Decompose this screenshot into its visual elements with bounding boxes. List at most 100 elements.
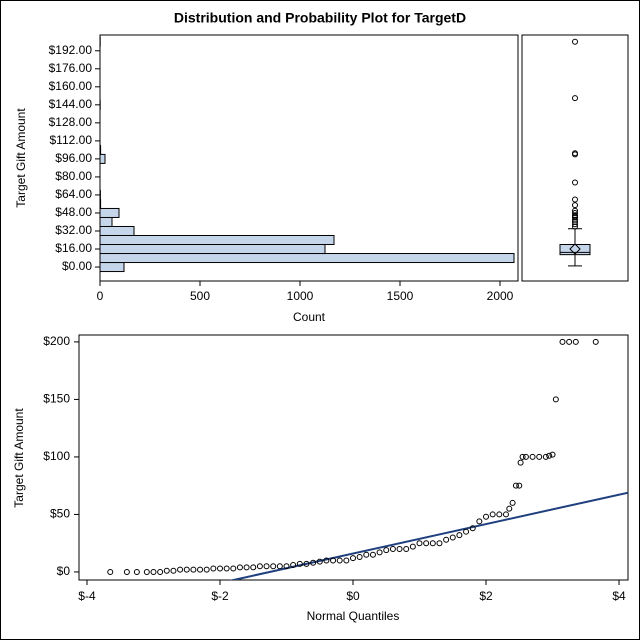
point: [443, 536, 450, 543]
x-tick-label: 1500: [387, 289, 414, 303]
point: [542, 453, 549, 460]
point: [463, 528, 470, 535]
point: [409, 543, 416, 550]
point: [502, 511, 509, 518]
point: [536, 453, 543, 460]
point: [150, 568, 157, 575]
y-tick-label: $80.00: [55, 169, 92, 183]
point: [559, 338, 566, 345]
point: [403, 545, 410, 552]
point: [429, 540, 436, 547]
y-tick-label: $0.00: [62, 259, 92, 273]
point: [469, 525, 476, 532]
point: [512, 482, 519, 489]
point: [243, 564, 250, 571]
point: [250, 564, 257, 571]
point: [549, 451, 556, 458]
y-tick-label: $64.00: [55, 187, 92, 201]
y-tick-label: $100: [43, 449, 70, 463]
point: [316, 558, 323, 565]
x-tick-label: $0: [346, 589, 360, 603]
point: [170, 567, 177, 574]
point: [436, 540, 443, 547]
bar: [99, 225, 135, 236]
y-tick-label: $0: [57, 564, 71, 578]
x-tick-label: $-2: [211, 589, 229, 603]
y-tick-label: $128.00: [49, 115, 93, 129]
point: [572, 338, 579, 345]
outlier: [572, 209, 578, 216]
point: [290, 562, 297, 569]
outlier: [572, 196, 578, 203]
point: [323, 557, 330, 564]
point: [223, 565, 230, 572]
point: [496, 511, 503, 518]
point: [356, 553, 363, 560]
y-tick-label: $150: [43, 392, 70, 406]
point: [143, 568, 150, 575]
point: [296, 560, 303, 567]
point: [509, 499, 516, 506]
outlier: [572, 202, 578, 209]
point: [517, 459, 524, 466]
x-tick-label: 2000: [487, 289, 514, 303]
point: [276, 563, 283, 570]
x-tick-label: $4: [612, 589, 626, 603]
outlier: [572, 150, 578, 157]
point: [216, 565, 223, 572]
y-tick-label: $48.00: [55, 205, 92, 219]
x-axis-label: Normal Quantiles: [307, 609, 400, 623]
point: [330, 557, 337, 564]
point: [476, 518, 483, 525]
box: [559, 244, 591, 256]
point: [516, 482, 523, 489]
x-tick-label: 0: [97, 289, 104, 303]
y-tick-label: $32.00: [55, 223, 92, 237]
point: [157, 568, 164, 575]
outlier: [572, 179, 578, 186]
point: [303, 560, 310, 567]
y-axis-label: Target Gift Amount: [12, 408, 26, 508]
bar: [99, 207, 120, 218]
point: [210, 565, 217, 572]
bar: [99, 216, 113, 227]
bar: [99, 144, 102, 155]
point: [256, 563, 263, 570]
point: [177, 566, 184, 573]
point: [506, 505, 513, 512]
y-tick-label: $176.00: [49, 61, 93, 75]
y-axis-label: Target Gift Amount: [14, 108, 28, 208]
point: [263, 563, 270, 570]
point: [230, 565, 237, 572]
y-tick-label: $50: [50, 507, 70, 521]
x-tick-label: 500: [190, 289, 210, 303]
y-tick-label: $192.00: [49, 43, 93, 57]
point: [546, 452, 553, 459]
point: [310, 559, 317, 566]
point: [396, 545, 403, 552]
point: [350, 555, 357, 562]
point: [519, 453, 526, 460]
y-tick-label: $96.00: [55, 151, 92, 165]
chart-title: Distribution and Probability Plot for Ta…: [174, 10, 466, 26]
point: [183, 566, 190, 573]
mean-marker: [569, 243, 581, 255]
point: [522, 453, 529, 460]
point: [449, 534, 456, 541]
x-tick-label: $-4: [78, 589, 96, 603]
point: [369, 551, 376, 558]
point: [197, 566, 204, 573]
point: [123, 568, 130, 575]
point: [283, 563, 290, 570]
point: [456, 532, 463, 539]
point: [383, 547, 390, 554]
point: [376, 549, 383, 556]
point: [363, 551, 370, 558]
point: [163, 567, 170, 574]
bar: [99, 244, 326, 255]
y-tick-label: $112.00: [50, 133, 93, 147]
point: [483, 513, 490, 520]
outlier: [572, 207, 578, 214]
